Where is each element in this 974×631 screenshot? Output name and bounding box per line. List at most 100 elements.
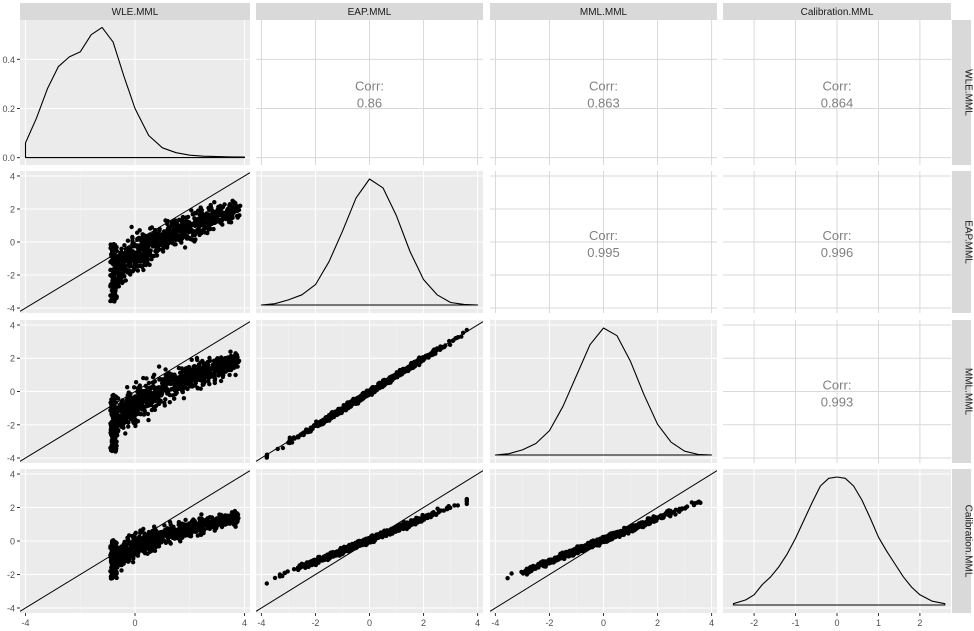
panel-layer: Corr:0.86Corr:0.863Corr:0.864Corr:0.995C… [20, 20, 951, 613]
scatter-point [183, 517, 188, 523]
scatter-point [170, 374, 176, 379]
scatter-point [129, 224, 134, 230]
scatter-point [118, 275, 123, 280]
scatter-point [205, 230, 210, 236]
scatter-point [232, 508, 238, 514]
correlation-label: Corr: [823, 79, 852, 94]
scatter-point [109, 412, 115, 418]
scatter-point [129, 545, 134, 551]
scatter-point [206, 227, 211, 232]
scatter-point [115, 561, 120, 566]
scatter-point [207, 526, 212, 531]
scatter-point [111, 442, 116, 447]
scatter-point [200, 378, 205, 383]
scatter-point [114, 245, 119, 250]
scatter-point [131, 409, 136, 414]
scatter-point [195, 357, 200, 363]
scatter-point [199, 228, 205, 233]
correlation-value: 0.86 [357, 96, 382, 111]
scatter-point [314, 419, 319, 424]
scatter-point [114, 284, 119, 289]
correlation-panel [723, 320, 951, 463]
correlation-value: 0.993 [821, 395, 854, 410]
scatter-point [144, 252, 150, 257]
scatter-point [464, 501, 469, 507]
scatter-point [173, 242, 178, 247]
scatter-point [191, 369, 197, 374]
scatter-point [113, 294, 118, 299]
scatter-point [112, 279, 117, 285]
scatter-point [447, 342, 453, 347]
correlation-panel [490, 171, 717, 313]
scatter-point [144, 376, 149, 381]
scatter-point [155, 389, 160, 394]
scatter-point [152, 548, 158, 553]
scatter-point [298, 565, 304, 570]
scatter-point [191, 364, 196, 369]
scatter-point [163, 367, 168, 372]
scatter-point [113, 540, 119, 545]
scatter-point [136, 249, 142, 255]
scatter-point [109, 539, 115, 544]
scatter-point [125, 385, 130, 390]
scatter-point [183, 528, 188, 533]
scatter-point [151, 253, 157, 259]
scatter-point [153, 249, 158, 254]
scatter-point [329, 553, 334, 558]
scatter-point [138, 263, 143, 268]
scatter-point [190, 527, 195, 532]
scatter-point [162, 400, 167, 406]
scatter-point [146, 247, 151, 252]
scatter-point [172, 533, 177, 538]
scatter-point [235, 519, 240, 524]
scatter-point [183, 215, 189, 220]
scatter-point [228, 513, 233, 518]
scatter-point [181, 385, 187, 390]
scatter-point [193, 237, 198, 242]
scatter-point [350, 401, 355, 406]
scatter-point [200, 215, 206, 221]
scatter-point [182, 245, 188, 250]
scatter-point [143, 243, 148, 248]
scatter-point [173, 387, 179, 392]
scatter-point [148, 238, 154, 243]
scatter-point [110, 438, 116, 443]
scatter-point [164, 244, 170, 249]
scatter-point [136, 542, 141, 547]
scatter-point [138, 411, 143, 416]
scatter-point [108, 267, 114, 273]
scatter-point [120, 421, 126, 426]
scatter-point [115, 415, 120, 420]
scatter-point [170, 378, 176, 383]
scatter-point [150, 375, 156, 380]
scatter-point [460, 330, 466, 335]
scatter-point [124, 397, 129, 403]
scatter-point [222, 513, 228, 518]
scatter-point [360, 539, 366, 544]
scatter-point [169, 220, 174, 225]
scatter-point [182, 379, 188, 385]
scatter-point [219, 359, 225, 364]
scatter-point [177, 217, 182, 222]
scatter-point [204, 370, 210, 375]
scatter-point [123, 409, 129, 414]
correlation-panel [723, 171, 951, 313]
scatter-point [119, 424, 124, 429]
scatter-point [178, 224, 183, 229]
scatter-point [132, 531, 138, 537]
scatter-point [172, 396, 177, 401]
scatter-point [177, 531, 182, 536]
scatter-point [395, 374, 400, 380]
scatter-point [143, 255, 149, 261]
scatter-point [178, 238, 184, 243]
scatter-point [139, 545, 145, 550]
density-curve [260, 178, 479, 306]
scatter-point [446, 504, 451, 509]
scatter-point [126, 549, 131, 555]
scatter-point [153, 403, 159, 408]
scatter-point [126, 420, 131, 425]
scatter-point [110, 447, 115, 452]
scatter-point [116, 428, 121, 433]
scatter-point [149, 257, 154, 262]
scatter-point [114, 270, 120, 275]
